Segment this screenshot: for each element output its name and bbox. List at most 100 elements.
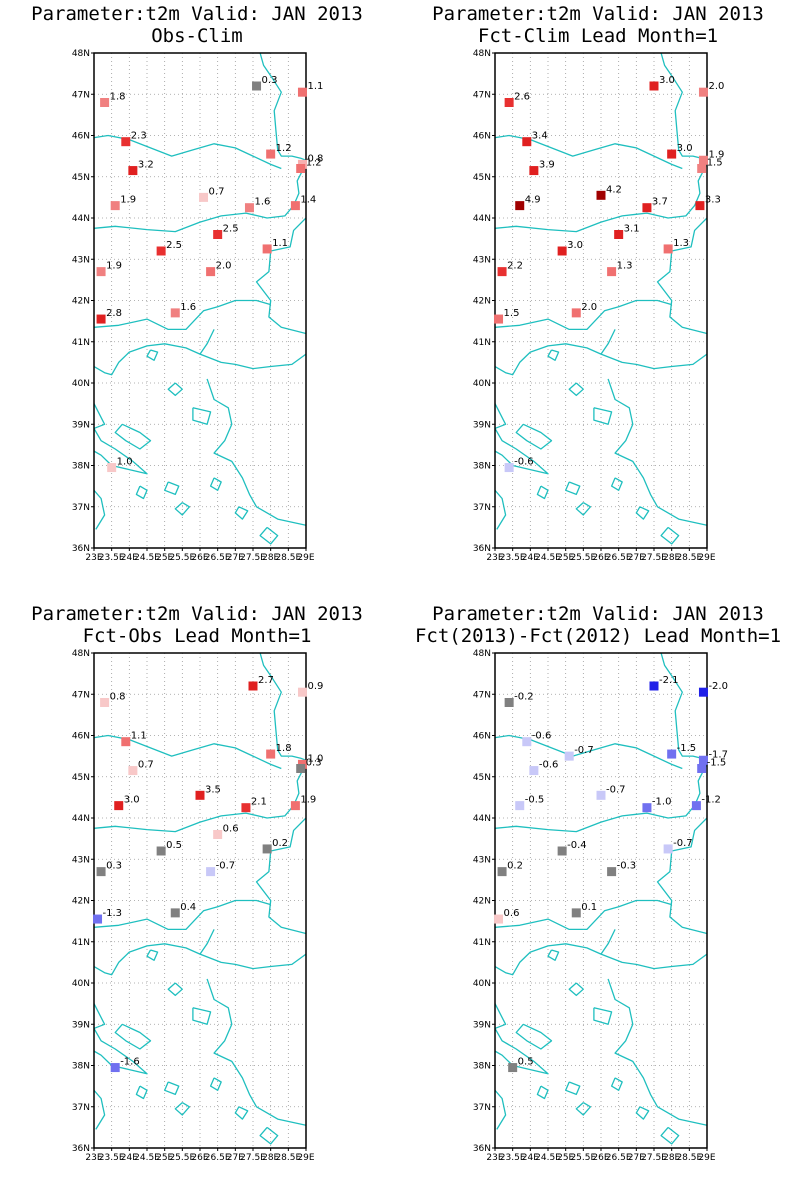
station-marker [571,308,581,318]
x-tick-label: 28E [262,1153,279,1163]
station-marker [100,98,110,107]
station-marker [128,166,138,176]
y-tick-label: 36N [473,544,491,554]
station-marker [504,98,514,107]
y-tick-label: 40N [72,379,90,389]
station-value-label: 3.9 [539,160,555,171]
x-tick-label: 28E [262,553,279,563]
coastline [192,407,212,425]
station-marker [199,192,209,202]
coastline [575,502,592,516]
station-value-label: -0.6 [539,760,559,771]
station-value-label: -0.4 [567,840,587,851]
station-marker [497,867,507,877]
coastline [607,378,707,526]
station-marker [663,244,673,254]
x-tick-label: 23E [85,553,102,563]
station-marker [522,137,532,147]
coastline [536,1085,549,1100]
station-marker [121,137,131,147]
coastline [209,477,222,491]
station-marker [266,149,276,159]
coastline [568,382,584,397]
coastline [94,403,148,475]
station-value-label: 0.3 [262,75,278,86]
station-marker [100,698,110,707]
x-tick-label: 28.5E [676,553,702,563]
station-marker [697,164,707,173]
station-marker [564,751,574,761]
station-value-label: 0.5 [166,840,182,851]
station-value-label: 1.3 [673,238,689,249]
y-tick-label: 45N [473,173,491,183]
coastline [259,53,306,161]
y-tick-label: 45N [72,173,90,183]
x-tick-label: 26E [592,553,609,563]
coastline [199,329,306,370]
station-marker [297,687,307,697]
station-value-label: 0.9 [307,681,323,692]
coastline [660,526,680,545]
station-value-label: 3.0 [677,143,693,154]
station-value-label: 2.6 [514,92,530,103]
station-marker [596,190,606,200]
coastline [164,481,180,496]
coastline [495,1003,549,1075]
y-tick-label: 40N [72,979,90,989]
coastline [114,423,152,450]
coastline [495,489,507,530]
station-value-label: 1.4 [300,195,316,206]
coastline [495,299,672,331]
x-tick-label: 26E [191,1153,208,1163]
station-value-label: 1.2 [306,158,322,169]
x-tick-label: 24.5E [134,1153,160,1163]
station-value-label: 0.7 [209,186,225,197]
station-marker [241,803,251,813]
station-marker [93,914,103,924]
station-value-label: -1.5 [707,758,727,769]
coastline [259,653,306,761]
x-tick-label: 25E [557,553,574,563]
y-tick-label: 37N [72,1103,90,1113]
coastline [164,1081,180,1096]
coastline [600,929,707,970]
panel-subtitle: Fct(2013)-Fct(2012) Lead Month=1 [415,625,781,647]
station-markers: 1.80.31.12.31.20.81.23.20.71.9 1.6 1.42.52… [96,75,323,473]
y-tick-label: 48N [72,649,90,659]
map-panel-4: Parameter:t2m Valid: JAN 2013Fct(2013)-F… [415,603,781,1163]
coastline [114,1023,152,1050]
station-marker [110,201,120,211]
station-marker [170,908,180,918]
x-tick-label: 25.5E [169,1153,195,1163]
station-value-label: 2.8 [106,308,122,319]
coastline [206,978,306,1126]
station-marker [297,87,307,97]
station-marker [206,267,216,277]
station-value-label: 1.0 [117,457,133,468]
y-tick-label: 37N [473,1103,491,1113]
station-value-label: 1.2 [276,143,292,154]
station-marker [213,830,223,839]
station-marker [607,267,617,277]
station-marker [557,246,567,256]
coastline [234,506,249,520]
station-marker [649,81,659,91]
station-marker [244,203,254,213]
y-tick-label: 41N [473,938,491,948]
x-tick-label: 25E [156,553,173,563]
coastline [568,982,584,997]
station-value-label: -0.6 [532,731,552,742]
x-tick-label: 28.5E [275,553,301,563]
station-marker [497,267,507,277]
station-value-label: 3.1 [624,224,640,235]
coastline [610,477,623,491]
station-value-label: -0.7 [216,861,236,872]
x-tick-label: 29E [698,1153,715,1163]
station-marker [529,166,539,176]
station-marker [114,801,124,811]
y-tick-label: 42N [473,297,491,307]
x-tick-label: 24E [121,1153,138,1163]
station-marker [121,737,131,747]
station-marker [262,244,272,254]
